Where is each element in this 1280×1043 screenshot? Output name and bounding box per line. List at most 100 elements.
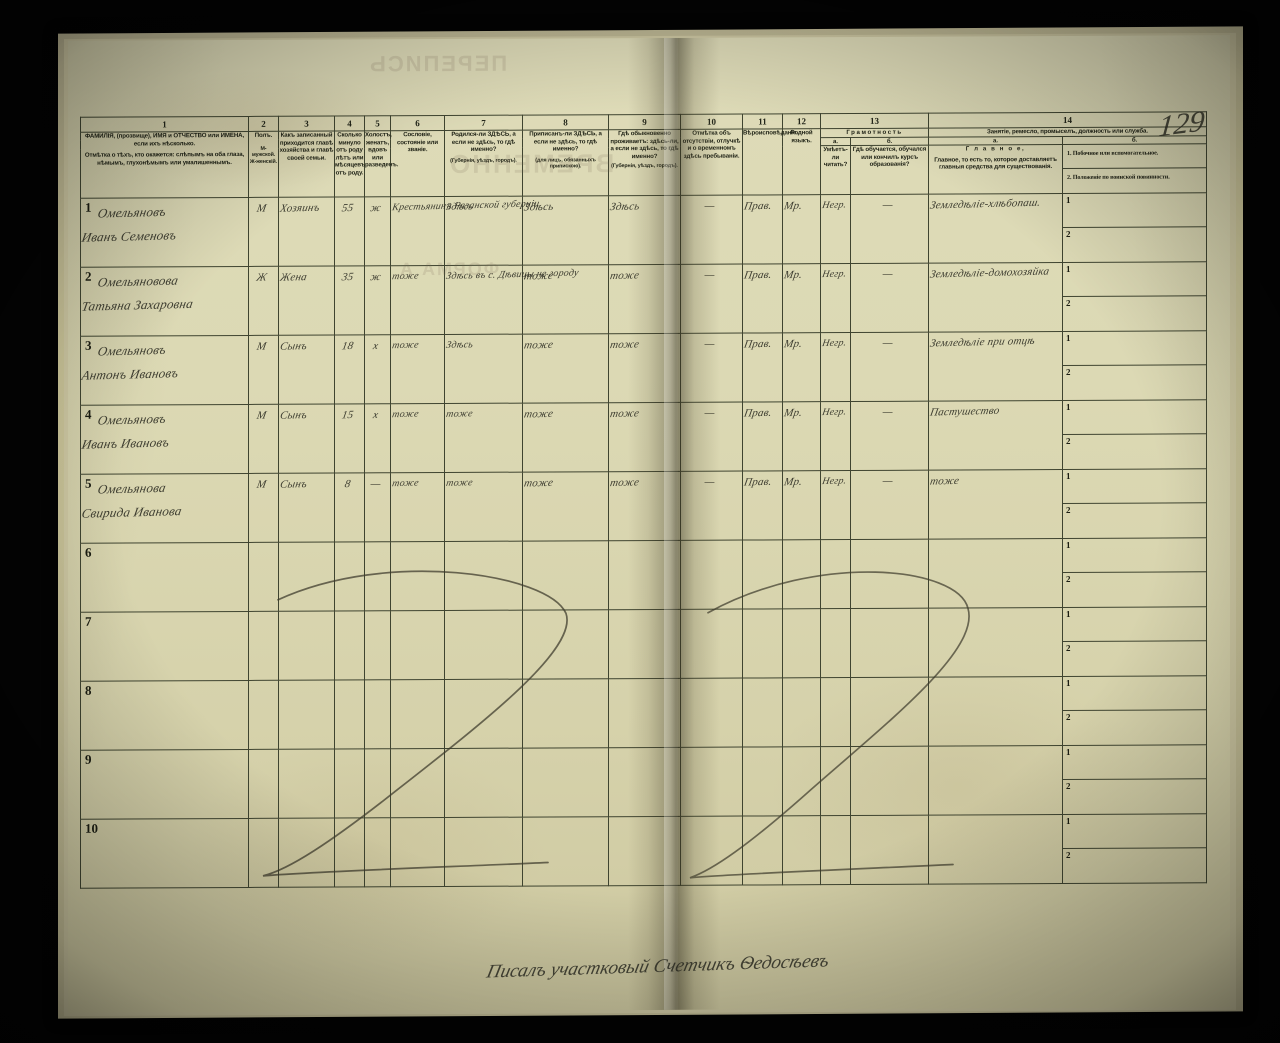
cell-absence <box>680 540 743 610</box>
cell-absence <box>680 747 743 817</box>
header-13a-letter: а. <box>820 137 851 146</box>
cell-residence: Здѣсь <box>608 195 681 265</box>
colnum-2: 2 <box>248 116 279 132</box>
cell-relation-text: Сынъ <box>279 409 309 422</box>
subrow-label-1: 1 <box>1063 607 1206 643</box>
header-col-11: Вѣроисповѣданіе. <box>742 128 798 196</box>
subrow-label-2: 2 <box>1066 436 1071 447</box>
cell-birthplace <box>444 541 523 611</box>
cell-residence-text: Здѣсь <box>609 200 641 214</box>
cell-birthplace-text: Здѣсь въ с. Дѣвицы не городу <box>445 267 580 283</box>
cell-absence: — <box>680 471 743 541</box>
cell-literacy-b <box>850 539 929 609</box>
cell-givenname: Иванъ Ивановъ <box>80 434 171 452</box>
subrow-label-2: 2 <box>1066 712 1071 723</box>
cell-language <box>782 746 821 817</box>
cell-sex-text: Ж <box>255 271 268 284</box>
cell-language-text: Мр. <box>783 199 804 213</box>
cell-relation <box>278 542 335 612</box>
cell-estate-text: тоже <box>391 477 420 490</box>
header-col-2: Полъ. М-мужской. Ж-женскій. <box>248 131 279 198</box>
cell-marital-text: х <box>372 409 380 422</box>
cell-religion: Прав. <box>742 402 783 472</box>
cell-residence: тоже <box>608 333 681 403</box>
cell-language-text: Мр. <box>783 406 804 420</box>
cell-language-text: Мр. <box>783 268 804 282</box>
cell-birthplace: тоже <box>444 403 523 473</box>
cell-name: 6 <box>80 542 249 613</box>
table-row: 10 1 2 <box>80 813 1207 889</box>
cell-birthplace-text: Здѣсь <box>445 201 475 214</box>
header-14b-text: 1. Побочное или вспомогательное. 2. Поло… <box>1062 143 1207 194</box>
cell-relation: Жена <box>278 266 335 336</box>
cell-literacy-b <box>850 677 929 747</box>
subrow-label-2: 2 <box>1066 574 1071 585</box>
cell-registered <box>522 609 609 680</box>
cell-sex-text: М <box>255 409 268 422</box>
cell-givenname: Татьяна Захаровна <box>80 296 195 314</box>
cell-sex: М <box>248 335 279 405</box>
cell-literacy-b <box>850 746 929 816</box>
cell-occupation-main-text: тоже <box>929 474 961 488</box>
cell-religion-text: Прав. <box>743 268 773 282</box>
cell-birthplace: Здѣсь въ с. Дѣвицы не городу <box>444 265 580 335</box>
cell-givenname: Антонъ Ивановъ <box>80 365 180 383</box>
cell-literacy-b-text: — <box>881 337 894 350</box>
subrow-label-1: 1 <box>1063 193 1206 229</box>
subrow-label-1: 1 <box>1063 262 1206 298</box>
cell-marital-text: — <box>369 478 382 491</box>
colnum-13: 13 <box>820 113 929 129</box>
cell-registered-text: тоже <box>523 407 555 421</box>
cell-occupation-main: Земледѣліе при отцѣ <box>928 331 1063 402</box>
row-number: 7 <box>85 613 92 629</box>
cell-registered: тоже <box>522 471 609 542</box>
row-number: 8 <box>85 682 92 698</box>
colnum-7: 7 <box>444 115 523 131</box>
census-page-paper: ПЕРЕПИСЬ ВРЕМЕННО ФОРМА А 129 <box>68 35 1230 1013</box>
cell-sex <box>248 680 279 750</box>
subrow-label-2: 2 <box>1066 643 1071 654</box>
cell-sex-text: М <box>255 340 268 353</box>
cell-relation <box>278 749 335 819</box>
subrow-label-1: 1 <box>1063 814 1206 850</box>
cell-age <box>334 680 365 750</box>
cell-language: Мр. <box>782 263 821 334</box>
header-col-9-note: (Губернія, уѣздъ, городъ). <box>611 163 678 170</box>
subrow-label-2: 2 <box>1066 229 1071 240</box>
header-col-1: ФАМИЛІЯ, (прозвище), ИМЯ и ОТЧЕСТВО или … <box>80 131 249 199</box>
cell-residence-text: тоже <box>609 269 641 283</box>
cell-religion: Прав. <box>742 264 783 334</box>
cell-registered <box>522 747 609 818</box>
cell-marital: ж <box>364 196 391 267</box>
header-col-4: Сколько минуло отъ роду лѣтъ или мѣсяцев… <box>334 130 365 198</box>
cell-language <box>782 815 821 886</box>
subrow-label-2: 2 <box>1066 367 1071 378</box>
header-col-7-title: Родился-ли ЗДѢСЬ, а если не здѣсь, то гд… <box>451 130 516 154</box>
cell-birthplace <box>444 679 523 749</box>
cell-religion-text: Прав. <box>743 406 773 420</box>
cell-absence-text: — <box>703 269 716 282</box>
cell-occupation-main: Пастушество <box>928 400 1063 471</box>
cell-literacy-b-text: — <box>881 199 894 212</box>
cell-age <box>334 542 365 612</box>
cell-absence: — <box>680 333 743 403</box>
cell-birthplace: Здѣсь <box>444 334 523 404</box>
cell-marital-text: ж <box>369 271 382 284</box>
cell-literacy-a: Негр. <box>820 263 851 333</box>
colnum-12: 12 <box>782 113 821 129</box>
header-col-8-title: Приписанъ-ли ЗДѢСЬ, а если не здѣсь, то … <box>529 130 602 153</box>
cell-literacy-a: Негр. <box>820 470 851 540</box>
cell-estate: тоже <box>390 403 445 473</box>
cell-literacy-a <box>820 746 851 816</box>
cell-birthplace <box>444 817 523 887</box>
cell-name: 9 <box>80 749 249 820</box>
subrow-label-1: 1 <box>1063 400 1206 436</box>
cell-absence <box>680 609 743 679</box>
header-col-8-note: (для лицъ, обязанныхъ припискою). <box>535 157 596 170</box>
cell-birthplace <box>444 748 523 818</box>
cell-name: 5 Омельянова Свирида Иванова <box>80 473 249 544</box>
